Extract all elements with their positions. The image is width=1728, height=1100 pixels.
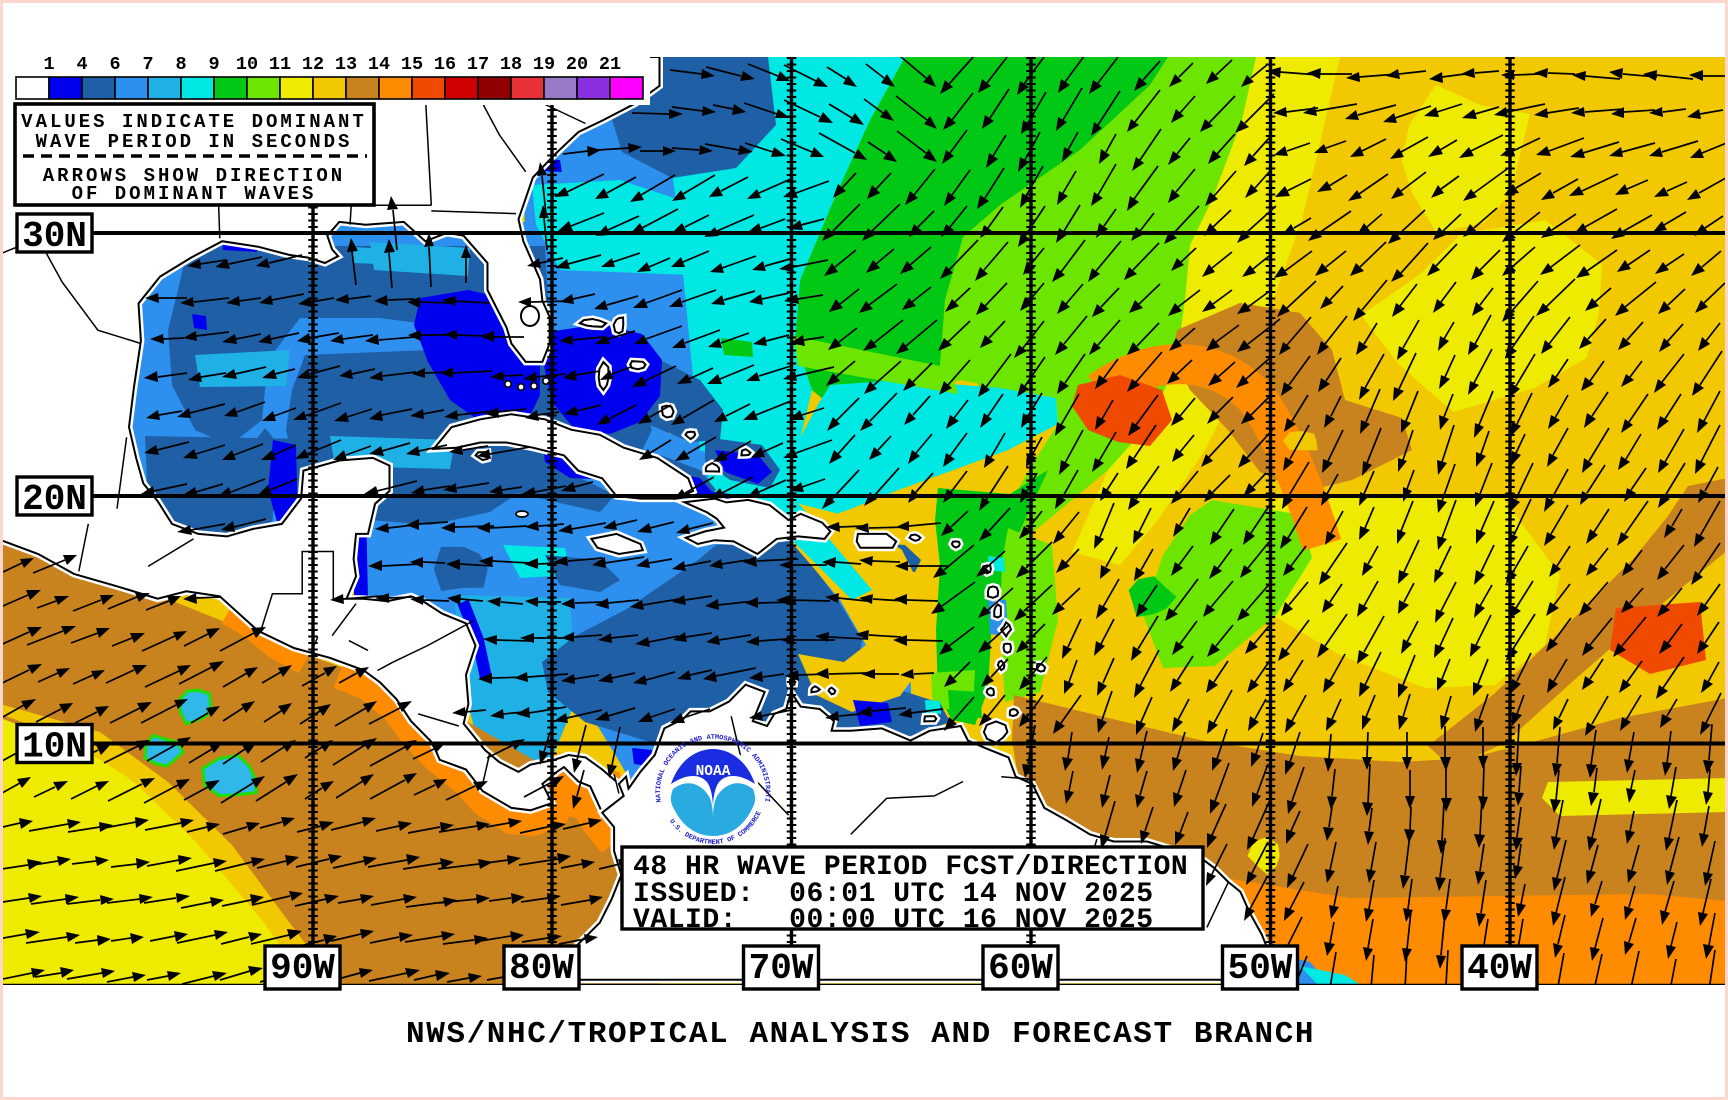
svg-text:ISSUED: 06:01 UTC 14 NOV 2025: ISSUED: 06:01 UTC 14 NOV 2025 [633,879,1154,910]
svg-text:VALID: 00:00 UTC 16 NOV 2025: VALID: 00:00 UTC 16 NOV 2025 [633,905,1154,936]
svg-text:70W: 70W [749,948,814,989]
svg-text:30N: 30N [22,216,87,257]
svg-text:8: 8 [175,54,186,75]
svg-text:ARROWS SHOW DIRECTION: ARROWS SHOW DIRECTION [43,165,345,187]
svg-text:18: 18 [500,54,522,75]
svg-text:50W: 50W [1228,948,1293,989]
svg-text:NOAA: NOAA [696,764,731,780]
svg-text:OF DOMINANT WAVES: OF DOMINANT WAVES [72,183,317,205]
svg-text:9: 9 [208,54,219,75]
svg-text:12: 12 [302,54,324,75]
svg-text:40W: 40W [1467,948,1532,989]
svg-text:NWS/NHC/TROPICAL ANALYSIS AND: NWS/NHC/TROPICAL ANALYSIS AND FORECAST B… [406,1017,1315,1052]
svg-text:19: 19 [533,54,555,75]
svg-text:13: 13 [335,54,357,75]
svg-text:VALUES INDICATE DOMINANT: VALUES INDICATE DOMINANT [21,111,367,133]
svg-text:20N: 20N [22,479,87,520]
svg-text:48 HR WAVE PERIOD FCST/DIRECTI: 48 HR WAVE PERIOD FCST/DIRECTION [633,852,1188,883]
svg-text:21: 21 [599,54,621,75]
svg-text:20: 20 [566,54,588,75]
svg-text:4: 4 [76,54,87,75]
svg-text:7: 7 [142,54,153,75]
svg-text:80W: 80W [509,948,574,989]
svg-text:17: 17 [467,54,489,75]
svg-text:WAVE PERIOD IN SECONDS: WAVE PERIOD IN SECONDS [36,131,353,153]
svg-text:10N: 10N [22,727,87,768]
svg-text:6: 6 [109,54,120,75]
svg-text:1: 1 [43,54,54,75]
svg-text:16: 16 [434,54,456,75]
svg-text:90W: 90W [270,948,335,989]
svg-text:14: 14 [368,54,390,75]
svg-text:11: 11 [269,54,291,75]
svg-text:10: 10 [236,54,258,75]
svg-text:15: 15 [401,54,423,75]
svg-text:60W: 60W [988,948,1053,989]
